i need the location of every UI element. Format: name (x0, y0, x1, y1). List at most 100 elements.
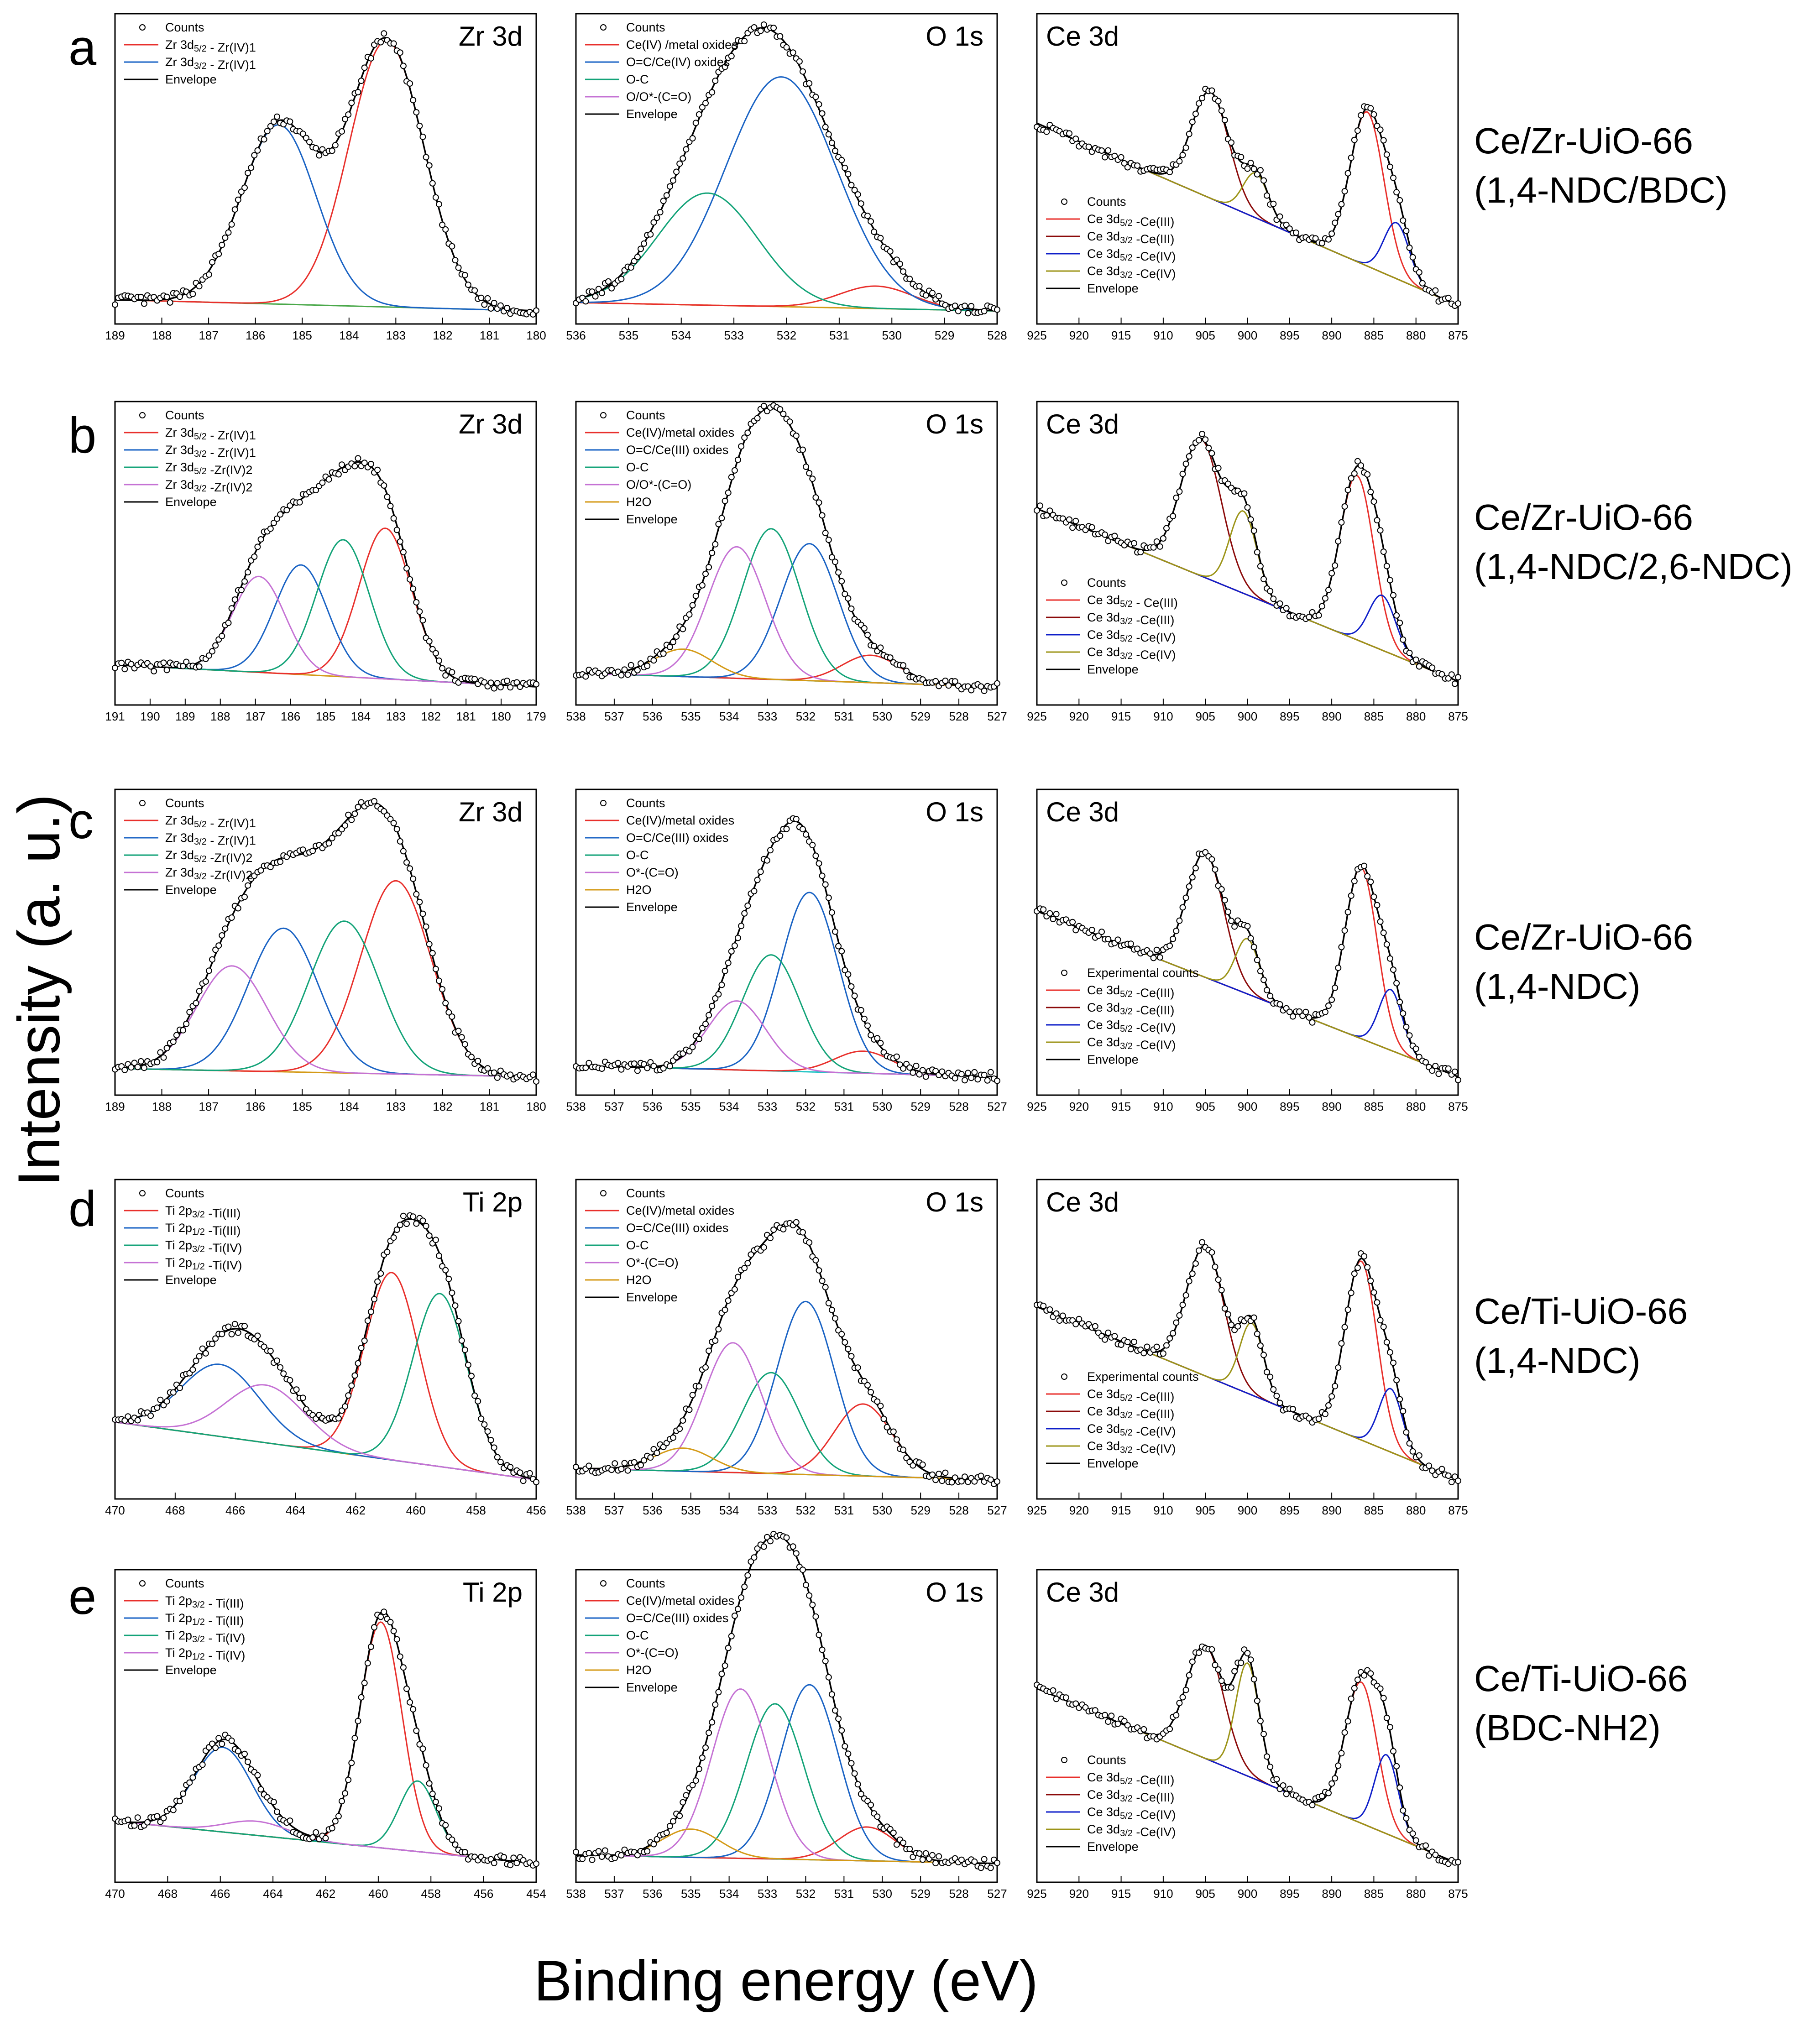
count-point (1247, 1656, 1254, 1663)
count-point (533, 681, 539, 688)
count-point (125, 1817, 131, 1823)
x-tick-label: 458 (421, 1887, 441, 1900)
count-point (1455, 674, 1461, 681)
count-point (1286, 225, 1293, 232)
legend-counts-marker (139, 800, 146, 806)
count-point (287, 1377, 293, 1384)
count-point (1088, 927, 1095, 933)
count-point (741, 910, 748, 917)
count-point (868, 218, 874, 225)
count-point (461, 1849, 468, 1855)
count-point (154, 1059, 161, 1065)
count-point (1432, 1063, 1439, 1070)
count-point (1127, 940, 1134, 947)
count-point (287, 502, 293, 509)
count-point (702, 1021, 709, 1027)
x-tick-label: 532 (777, 329, 796, 342)
legend-label: Ce 3d3/2 -Ce(III) (1087, 1001, 1174, 1017)
count-point (319, 479, 326, 486)
count-point (631, 1459, 638, 1466)
count-point (712, 1337, 719, 1344)
x-tick-label: 532 (796, 710, 816, 723)
count-point (1192, 865, 1199, 872)
count-point (513, 679, 520, 686)
count-point (835, 943, 842, 950)
count-point (475, 1058, 481, 1065)
count-point (1393, 980, 1400, 987)
count-point (235, 196, 241, 203)
x-tick-label: 910 (1153, 1887, 1173, 1900)
sample-label-c-line1: Ce/Zr-UiO-66 (1474, 917, 1694, 957)
count-point (644, 1848, 651, 1855)
count-point (715, 521, 722, 527)
count-point (699, 1754, 706, 1761)
count-point (948, 1479, 955, 1486)
count-point (1228, 139, 1234, 146)
count-point (657, 209, 664, 215)
count-point (416, 898, 423, 905)
count-point (932, 1860, 939, 1867)
x-tick-label: 925 (1027, 329, 1046, 342)
x-tick-label: 895 (1280, 1100, 1299, 1113)
count-point (1189, 444, 1196, 451)
count-point (828, 1306, 835, 1313)
legend-label: O=C/Ce(III) oxides (626, 1221, 728, 1235)
count-point (410, 585, 417, 592)
x-tick-label: 530 (873, 1100, 892, 1113)
count-point (458, 1337, 465, 1344)
legend-label: Ce 3d5/2 -Ce(III) (1087, 1387, 1174, 1404)
count-point (900, 662, 907, 669)
count-point (715, 991, 722, 997)
count-point (497, 684, 504, 691)
count-point (621, 666, 628, 673)
count-point (744, 1260, 751, 1267)
x-tick-label: 534 (719, 1887, 739, 1900)
count-point (1344, 170, 1351, 177)
sample-label-e: Ce/Ti-UiO-66 (BDC-NH2) (1474, 1654, 1688, 1753)
count-point (683, 1792, 690, 1799)
count-point (410, 1213, 417, 1220)
count-point (783, 44, 790, 51)
count-point (906, 276, 913, 282)
count-point (475, 1398, 481, 1404)
legend-label: O-C (626, 1629, 649, 1642)
legend-label: Ce(IV)/metal oxides (626, 814, 734, 827)
count-point (628, 662, 634, 668)
count-point (1040, 1302, 1047, 1309)
count-point (1423, 1059, 1429, 1065)
x-tick-label: 185 (316, 710, 335, 723)
count-point (1176, 488, 1183, 495)
count-point (1215, 1276, 1222, 1283)
count-point (582, 673, 589, 680)
count-point (735, 1274, 741, 1280)
count-point (666, 643, 673, 650)
count-point (660, 1444, 667, 1451)
legend-counts-marker (1061, 198, 1067, 205)
count-point (1409, 1830, 1416, 1837)
x-tick-label: 458 (466, 1504, 486, 1517)
panel-a2: 536 535 534 533 532 531 530 529 528 O 1s Counts Ce(… (566, 13, 1007, 342)
count-point (663, 192, 670, 199)
legend-label: O/O*-(C=O) (626, 90, 691, 104)
count-point (1186, 453, 1192, 460)
count-point (1043, 512, 1050, 519)
count-point (1351, 1270, 1358, 1277)
count-point (235, 1748, 241, 1754)
x-tick-label: 530 (873, 1504, 892, 1517)
x-tick-label: 895 (1280, 1504, 1299, 1517)
count-point (812, 1613, 819, 1620)
count-point (439, 986, 446, 992)
count-point (1348, 154, 1355, 161)
count-point (1380, 1323, 1387, 1330)
x-tick-label: 532 (796, 1100, 816, 1113)
legend-label: O=C/Ce(III) oxides (626, 831, 728, 845)
x-tick-label: 462 (346, 1504, 366, 1517)
count-point (861, 1378, 868, 1384)
count-point (644, 1065, 651, 1071)
x-tick-label: 468 (165, 1504, 185, 1517)
count-point (1247, 160, 1254, 167)
count-point (644, 663, 651, 669)
count-point (1448, 671, 1455, 678)
count-point (238, 587, 245, 593)
count-point (1409, 254, 1416, 261)
